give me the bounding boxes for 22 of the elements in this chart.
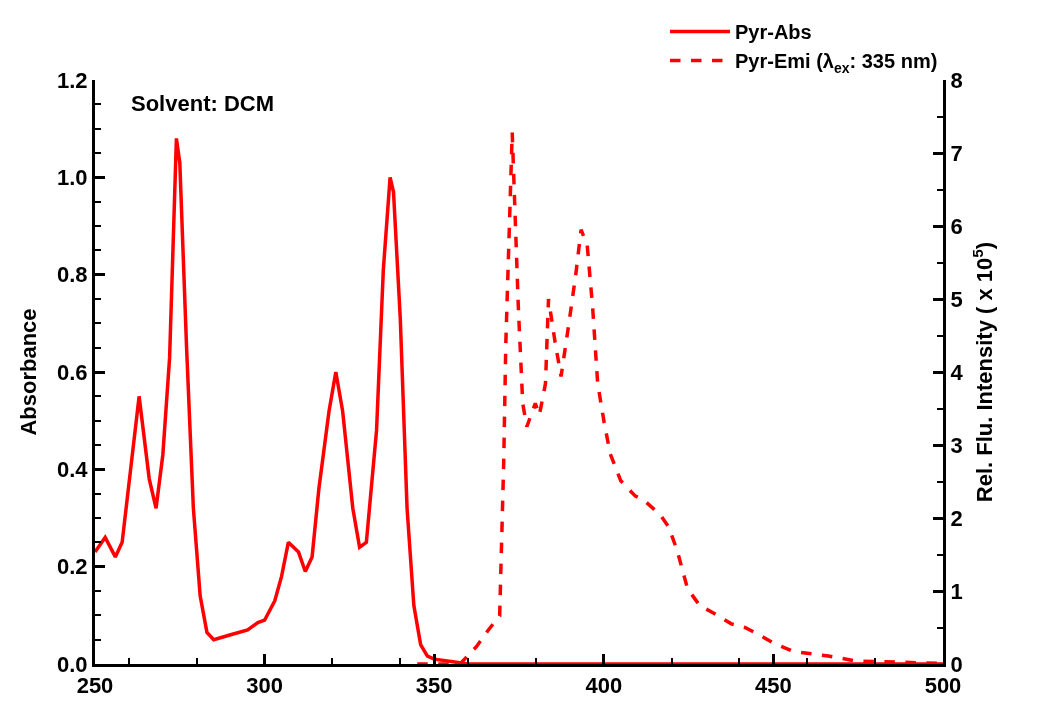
x-tick-label: 300	[246, 673, 283, 699]
y-tick-label: 0.4	[57, 457, 89, 483]
y-tick-label: 1.2	[57, 67, 88, 93]
annotation: Solvent: DCM	[131, 91, 274, 116]
y-tick-label: 1.0	[57, 165, 88, 191]
y2-tick-label: 1	[950, 578, 963, 604]
y2-tick-label: 6	[950, 213, 963, 239]
y-tick-label: 0.6	[57, 359, 88, 385]
legend-label: Pyr-Abs	[735, 21, 812, 44]
x-tick-label: 450	[755, 673, 792, 699]
y2-tick-label: 4	[950, 359, 964, 385]
legend-label: Pyr-Emi (λ$_{ex}$: 335 nm)	[735, 50, 938, 76]
y2-tick-label: 3	[950, 432, 963, 458]
y2-tick-label: 2	[950, 505, 963, 531]
y2-tick-label: 7	[950, 140, 963, 166]
y2-tick-label: 8	[950, 67, 963, 93]
y-tick-label: 0.2	[57, 554, 88, 580]
y-tick-label: 0.8	[57, 262, 88, 288]
x-tick-label: 400	[585, 673, 623, 699]
y-axis-title: Absorbance	[15, 308, 41, 436]
x-tick-label: 350	[415, 673, 453, 699]
y2-tick-label: 5	[950, 286, 963, 312]
